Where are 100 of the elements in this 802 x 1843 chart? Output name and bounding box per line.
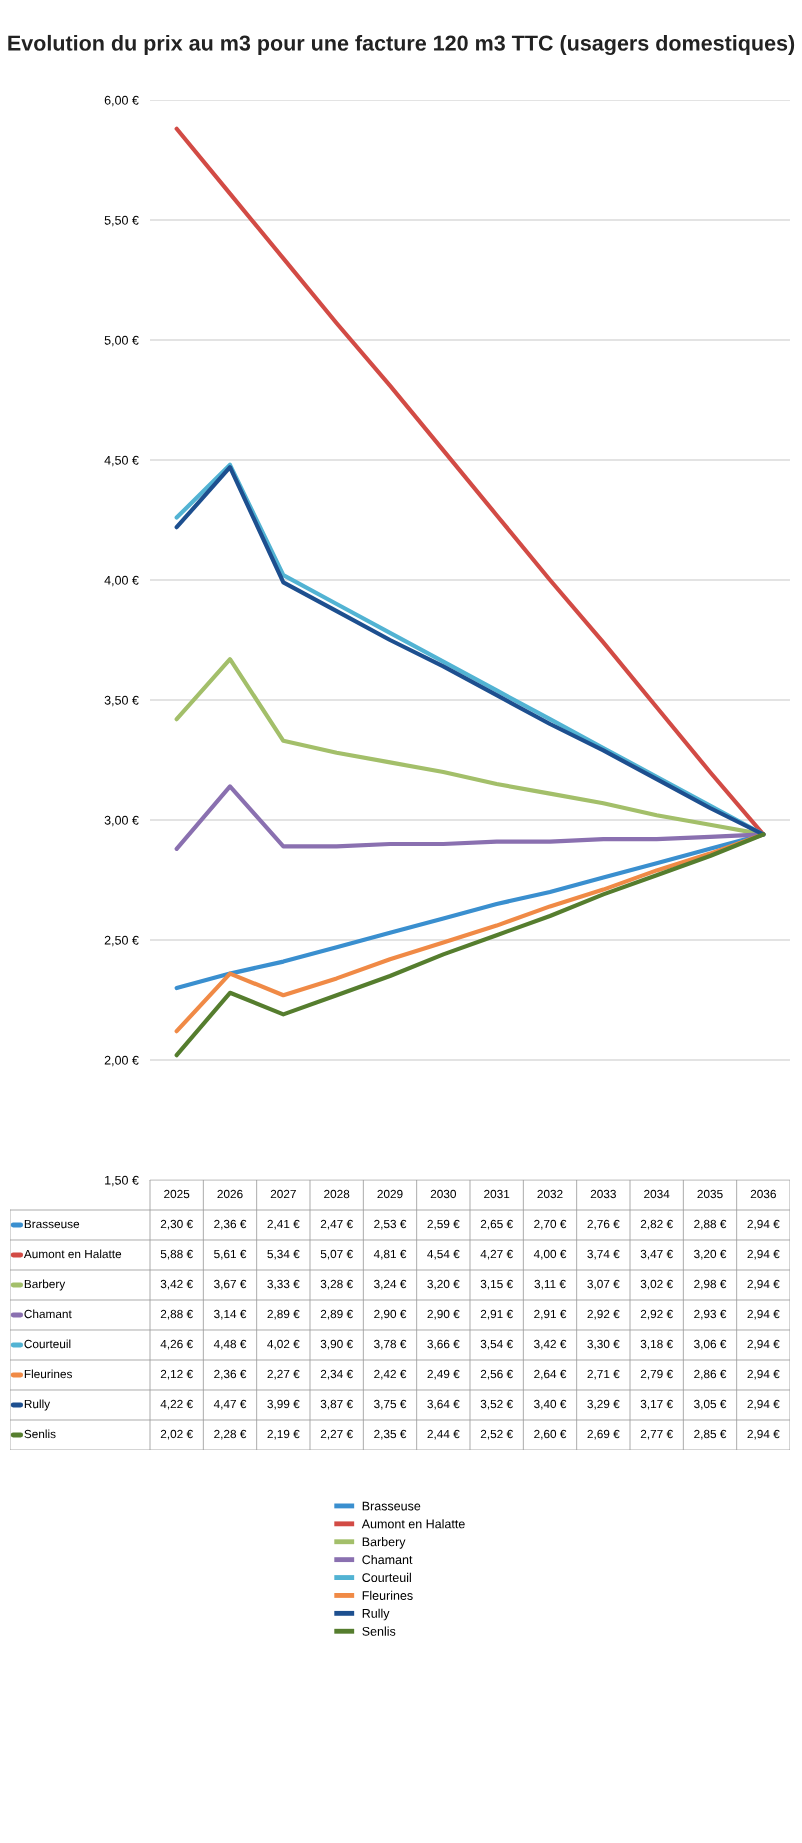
data-label: 2,34 €	[320, 1369, 353, 1380]
y-tick-label: 5,00 €	[104, 335, 139, 347]
data-label: 3,14 €	[214, 1309, 247, 1320]
x-tick-label: 2025	[164, 1189, 190, 1199]
y-tick-label: 5,50 €	[104, 215, 139, 227]
data-label: 2,94 €	[747, 1279, 780, 1290]
data-label: 2,94 €	[747, 1429, 780, 1440]
data-label: 3,11 €	[534, 1279, 566, 1290]
data-label: 3,64 €	[427, 1399, 460, 1410]
data-label: 3,18 €	[640, 1339, 673, 1350]
data-label: 2,36 €	[214, 1369, 247, 1380]
x-tick-label: 2032	[537, 1189, 563, 1199]
data-label: 2,59 €	[427, 1219, 460, 1230]
data-label: 5,61 €	[214, 1249, 247, 1260]
data-label: 3,20 €	[427, 1279, 460, 1290]
data-label: 4,48 €	[213, 1339, 247, 1350]
data-label: 3,87 €	[320, 1399, 353, 1410]
x-tick-label: 2031	[484, 1189, 510, 1199]
data-label: 2,28 €	[214, 1429, 247, 1440]
data-label: 4,81 €	[373, 1249, 407, 1260]
data-label: 2,94 €	[747, 1309, 780, 1320]
data-label: 3,54 €	[480, 1339, 513, 1350]
data-label: 2,65 €	[480, 1219, 513, 1230]
text: Fleurines	[362, 1590, 413, 1600]
data-label: 2,94 €	[747, 1249, 780, 1260]
data-label: 3,20 €	[694, 1249, 727, 1260]
data-label: 3,99 €	[267, 1399, 300, 1410]
legend-label: Barbery	[24, 1279, 66, 1291]
legend-label: Fleurines	[24, 1369, 72, 1379]
data-label: 2,27 €	[320, 1429, 353, 1440]
data-label: 2,30 €	[160, 1219, 193, 1230]
data-label: 2,92 €	[587, 1309, 620, 1320]
data-label: 2,82 €	[640, 1219, 673, 1230]
x-tick-label: 2036	[750, 1189, 776, 1199]
data-label: 3,07 €	[587, 1279, 620, 1290]
data-label: 5,34 €	[267, 1249, 300, 1260]
data-label: 2,19 €	[267, 1429, 300, 1440]
data-label: 2,91 €	[534, 1309, 567, 1320]
x-tick-label: 2030	[430, 1189, 456, 1199]
data-label: 2,90 €	[374, 1309, 407, 1320]
data-label: 2,85 €	[694, 1429, 727, 1440]
legend-label: Aumont en Halatte	[23, 1249, 122, 1259]
data-label: 3,05 €	[694, 1399, 727, 1410]
data-label: 2,56 €	[480, 1369, 513, 1380]
data-label: 2,36 €	[214, 1219, 247, 1230]
data-label: 2,77 €	[640, 1429, 673, 1440]
data-label: 2,41 €	[267, 1219, 300, 1230]
data-label: 2,98 €	[694, 1279, 727, 1290]
data-label: 5,88 €	[160, 1249, 193, 1260]
data-label: 2,49 €	[427, 1369, 460, 1380]
text: Rully	[362, 1608, 390, 1621]
data-label: 4,02 €	[267, 1339, 300, 1350]
data-label: 2,89 €	[267, 1309, 300, 1320]
data-label: 2,88 €	[694, 1219, 727, 1230]
data-label: 2,94 €	[747, 1219, 780, 1230]
legend-label: Brasseuse	[24, 1219, 80, 1229]
data-label: 2,69 €	[587, 1429, 620, 1440]
data-label: 2,94 €	[747, 1369, 780, 1380]
data-label: 2,93 €	[694, 1309, 727, 1320]
data-label: 2,35 €	[374, 1429, 407, 1440]
data-label: 2,47 €	[320, 1219, 353, 1230]
data-label: 4,22 €	[160, 1399, 193, 1410]
data-label: 4,00 €	[533, 1249, 567, 1260]
data-label: 3,74 €	[587, 1249, 620, 1260]
data-label: 3,52 €	[480, 1399, 513, 1410]
data-label: 2,76 €	[587, 1219, 620, 1230]
x-tick-label: 2034	[644, 1189, 670, 1199]
data-label: 3,02 €	[640, 1279, 673, 1290]
data-label: 2,89 €	[320, 1309, 353, 1320]
data-label: 3,42 €	[160, 1279, 193, 1290]
x-tick-label: 2035	[697, 1189, 723, 1199]
data-label: 4,27 €	[480, 1249, 513, 1260]
data-label: 2,42 €	[374, 1369, 407, 1380]
data-label: 3,90 €	[320, 1339, 353, 1350]
data-label: 2,86 €	[694, 1369, 727, 1380]
legend-label: Chamant	[24, 1309, 72, 1319]
data-label: 3,06 €	[694, 1339, 727, 1350]
data-label: 3,33 €	[267, 1279, 300, 1290]
y-tick-label: 2,00 €	[104, 1055, 139, 1067]
data-label: 3,40 €	[534, 1399, 567, 1410]
data-label: 3,30 €	[587, 1339, 620, 1350]
legend-label: Rully	[24, 1399, 51, 1411]
data-label: 2,70 €	[534, 1219, 567, 1230]
data-label: 3,15 €	[480, 1279, 513, 1290]
y-tick-label: 6,00 €	[104, 95, 139, 107]
data-label: 3,66 €	[427, 1339, 460, 1350]
y-tick-label: 4,00 €	[104, 575, 139, 587]
y-tick-label: 4,50 €	[104, 455, 139, 467]
data-label: 3,42 €	[534, 1339, 567, 1350]
text: Brasseuse	[362, 1501, 421, 1511]
data-label: 3,78 €	[374, 1339, 407, 1350]
data-label: 2,92 €	[640, 1309, 673, 1320]
data-label: 2,60 €	[534, 1429, 567, 1440]
data-label: 2,44 €	[427, 1429, 460, 1440]
data-label: 3,17 €	[640, 1399, 673, 1410]
x-tick-label: 2029	[377, 1189, 403, 1199]
text: Barbery	[362, 1537, 406, 1549]
y-tick-label: 3,50 €	[104, 695, 139, 707]
data-label: 5,07 €	[320, 1249, 353, 1260]
data-label: 4,26 €	[160, 1339, 193, 1350]
